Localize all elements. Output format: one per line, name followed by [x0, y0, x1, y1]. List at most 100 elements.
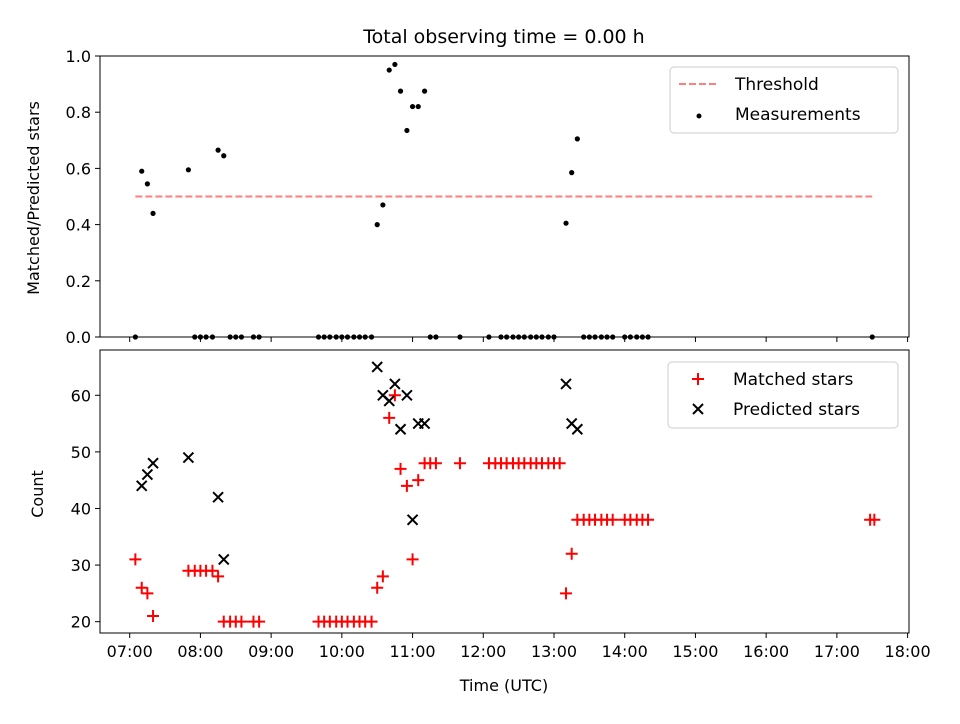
predicted-point: [182, 451, 195, 464]
count-marks: [129, 361, 881, 628]
matched-point: [371, 581, 384, 594]
count-x-tick-label: 13:00: [531, 642, 577, 661]
count-x-tick-label: 10:00: [319, 642, 365, 661]
legend-measurement-label: Measurements: [735, 105, 861, 125]
predicted-point: [571, 423, 584, 435]
measurement-point: [563, 220, 569, 226]
matched-point: [429, 457, 442, 470]
ratio-panel: 0.0 0.2 0.4 0.6 0.8 1.0 Matched/Predicted sta…: [24, 47, 910, 347]
count-y-tick-label: 30: [71, 556, 91, 575]
count-y-axis-label: Count: [28, 470, 47, 518]
matched-point: [141, 587, 154, 600]
x-axis-label: Time (UTC): [459, 676, 548, 695]
count-x-tick-label: 07:00: [107, 642, 153, 661]
ratio-y-axis-label: Matched/Predicted stars: [24, 101, 43, 295]
chart-title: Total observing time = 0.00 h: [362, 26, 644, 48]
ratio-y-tick-label: 0.4: [66, 216, 91, 235]
count-y-tick-label: 60: [71, 386, 91, 405]
count-x-tick-label: 15:00: [672, 642, 718, 661]
count-x-tick-label: 17:00: [814, 642, 860, 661]
measurement-point: [380, 202, 386, 208]
count-y-tick-label: 50: [71, 443, 91, 462]
predicted-point: [147, 457, 159, 469]
predicted-point: [394, 423, 407, 435]
count-x-tick-label: 11:00: [390, 642, 436, 661]
count-x-tick-label: 14:00: [602, 642, 648, 661]
count-x-tick-label: 09:00: [248, 642, 294, 661]
matched-point: [376, 570, 389, 583]
matched-point: [560, 587, 573, 600]
matched-point: [235, 615, 248, 628]
matched-point: [212, 570, 225, 583]
measurement-point: [574, 136, 580, 142]
predicted-point: [389, 378, 401, 390]
legend-measurement-swatch: [696, 113, 702, 119]
matched-point: [453, 457, 466, 470]
legend-threshold-label: Threshold: [734, 75, 819, 95]
measurement-point: [139, 168, 145, 174]
matched-point: [388, 389, 401, 402]
count-legend: Matched stars Predicted stars: [667, 361, 899, 429]
count-frame: [99, 349, 910, 634]
count-x-tick-label: 12:00: [460, 642, 506, 661]
ratio-y-tick-label: 0.8: [66, 103, 91, 122]
predicted-point: [401, 389, 413, 401]
count-y-tick-label: 20: [71, 613, 91, 632]
ratio-y-tick-label: 1.0: [66, 47, 91, 66]
matched-point: [147, 610, 160, 623]
matched-point: [553, 457, 566, 470]
ratio-legend: Threshold Measurements: [669, 66, 899, 134]
matched-point: [868, 513, 881, 526]
measurement-point: [150, 210, 156, 216]
measurement-point: [386, 67, 392, 73]
matched-point: [394, 462, 407, 475]
predicted-point: [560, 378, 572, 390]
count-legend-box: [667, 361, 899, 429]
predicted-point: [212, 491, 224, 503]
measurement-point: [409, 103, 416, 110]
measurement-point: [404, 127, 410, 134]
measurement-point: [397, 88, 404, 94]
predicted-point: [218, 553, 230, 566]
measurement-point: [215, 147, 221, 153]
predicted-point: [383, 395, 395, 407]
ratio-y-tick-label: 0.0: [66, 328, 91, 347]
matched-point: [206, 564, 219, 577]
legend-matched-swatch: [692, 373, 704, 385]
measurement-point: [569, 170, 575, 176]
predicted-point: [141, 468, 154, 481]
ratio-y-tick-label: 0.6: [66, 159, 91, 178]
matched-point: [606, 513, 619, 526]
predicted-point: [418, 417, 431, 430]
legend-predicted-swatch: [692, 403, 704, 415]
predicted-point: [136, 480, 148, 492]
matched-point: [253, 615, 266, 628]
matched-point: [565, 547, 578, 560]
predicted-point: [371, 361, 383, 373]
count-x-tick-label: 16:00: [743, 642, 789, 661]
measurement-point: [415, 103, 421, 110]
matched-point: [642, 513, 655, 526]
matched-point: [383, 411, 396, 424]
matched-point: [129, 553, 142, 566]
count-y-tick-label: 40: [71, 499, 91, 518]
matched-point: [412, 474, 425, 487]
measurement-point: [144, 181, 150, 187]
count-x-tick-label: 08:00: [177, 642, 223, 661]
count-x-tick-label: 18:00: [885, 642, 931, 661]
count-panel: 20 30 40 50 60 07:00 08:00 09:00 10:00 11:00 12:00…: [28, 349, 931, 695]
matched-point: [400, 479, 413, 492]
predicted-point: [406, 514, 419, 526]
count-axes: 20 30 40 50 60 07:00 08:00 09:00 10:00 11:00 12:00…: [71, 349, 931, 661]
measurement-point: [221, 153, 227, 159]
measurement-point: [374, 222, 380, 228]
measurement-point: [421, 88, 428, 94]
matched-point: [406, 553, 419, 566]
matched-point: [365, 615, 378, 628]
measurement-point: [392, 61, 398, 68]
legend-predicted-label: Predicted stars: [733, 400, 860, 420]
ratio-legend-box: [669, 66, 899, 134]
ratio-y-tick-label: 0.2: [66, 272, 91, 291]
ratio-frame: [99, 55, 910, 338]
legend-matched-label: Matched stars: [733, 370, 853, 390]
